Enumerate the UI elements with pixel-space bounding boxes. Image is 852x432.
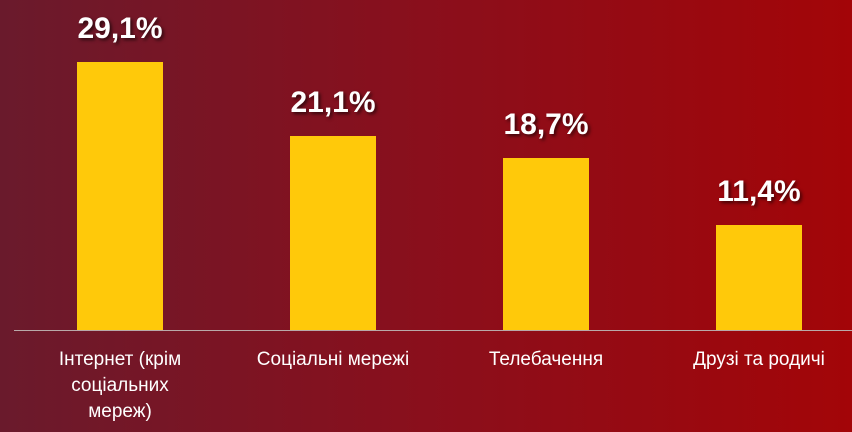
bar [290, 135, 376, 330]
x-tick-label: Друзі та родичі [693, 349, 825, 370]
value-label: 29,1% [77, 12, 163, 46]
baseline [14, 330, 852, 331]
x-tick-label: Соціальні мережі [256, 349, 410, 370]
value-label: 18,7% [503, 107, 589, 141]
x-tick-label: Телебачення [488, 349, 604, 370]
value-label: 21,1% [290, 85, 376, 119]
value-label: 11,4% [717, 175, 801, 209]
bar [77, 62, 163, 330]
bar [503, 157, 589, 330]
bar [716, 225, 802, 330]
x-tick-label: Інтернет (крім соціальних мереж) [58, 349, 182, 422]
